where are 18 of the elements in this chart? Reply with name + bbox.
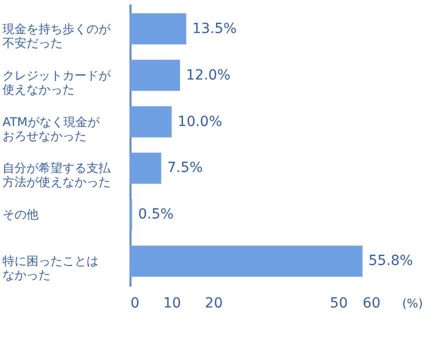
x-tick-label: 60 [362, 296, 380, 312]
x-axis-title: (%) [402, 296, 423, 310]
y-tick-label: 自分が希望する支払方法が使えなかった [2, 161, 112, 190]
data-label: 12.0% [186, 67, 230, 84]
x-tick-label: 10 [163, 296, 182, 312]
y-tick-label: ATMがなく現金がおろせなかった [2, 114, 100, 143]
y-tick-label: 現金を持ち歩くのが不安だった [2, 22, 112, 50]
data-label: 10.0% [178, 114, 222, 130]
data-label: 7.5% [167, 160, 203, 176]
y-tick-label: 特に困ったことはなかった [2, 254, 98, 282]
data-label: 55.8% [368, 253, 413, 270]
x-tick-label: 0 [130, 296, 140, 312]
x-tick-label: 50 [330, 296, 348, 312]
x-tick-label: 20 [204, 296, 223, 312]
data-label: 13.5% [192, 20, 237, 37]
y-tick-label: クレジットカードが使えなかった [2, 68, 112, 96]
y-tick-label: その他 [2, 208, 38, 222]
data-label: 0.5% [138, 206, 174, 223]
